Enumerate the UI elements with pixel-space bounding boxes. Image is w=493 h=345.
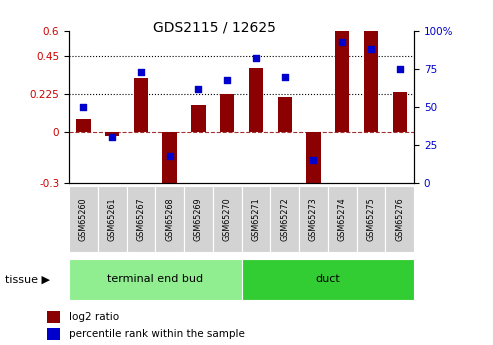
Text: GSM65273: GSM65273	[309, 197, 318, 241]
Bar	[213, 186, 242, 252]
Bar	[270, 186, 299, 252]
Bar	[386, 186, 414, 252]
Bar	[220, 94, 234, 132]
Text: GSM65274: GSM65274	[338, 197, 347, 241]
Point	[137, 69, 145, 75]
Bar	[105, 132, 119, 136]
Bar	[392, 92, 407, 132]
Bar	[163, 132, 177, 196]
Point	[281, 74, 288, 79]
Bar	[328, 186, 356, 252]
Bar	[299, 186, 328, 252]
Text: GSM65272: GSM65272	[280, 197, 289, 241]
Text: GSM65267: GSM65267	[137, 197, 145, 241]
Bar	[47, 310, 60, 323]
Text: log2 ratio: log2 ratio	[69, 312, 119, 322]
Text: terminal end bud: terminal end bud	[107, 275, 203, 284]
Text: GSM65269: GSM65269	[194, 197, 203, 241]
Bar	[191, 105, 206, 132]
Text: GSM65271: GSM65271	[251, 197, 260, 241]
Text: GDS2115 / 12625: GDS2115 / 12625	[152, 21, 276, 35]
Text: GSM65270: GSM65270	[223, 197, 232, 241]
Text: GSM65261: GSM65261	[107, 197, 117, 241]
Point	[166, 153, 174, 158]
Point	[396, 66, 404, 72]
Bar	[356, 186, 386, 252]
Text: GSM65260: GSM65260	[79, 197, 88, 241]
Bar	[155, 186, 184, 252]
Bar	[242, 186, 270, 252]
Text: GSM65268: GSM65268	[165, 197, 174, 241]
Point	[338, 39, 346, 45]
Point	[79, 104, 87, 110]
Bar	[134, 78, 148, 132]
Bar	[98, 186, 127, 252]
Bar	[278, 97, 292, 132]
Bar	[184, 186, 213, 252]
Bar	[69, 186, 98, 252]
Text: tissue ▶: tissue ▶	[5, 275, 50, 284]
Bar	[69, 259, 242, 300]
Text: duct: duct	[316, 275, 340, 284]
Bar	[127, 186, 155, 252]
Point	[310, 157, 317, 163]
Bar	[306, 132, 320, 205]
Bar	[335, 31, 350, 132]
Bar	[249, 68, 263, 132]
Bar	[242, 259, 414, 300]
Text: percentile rank within the sample: percentile rank within the sample	[69, 329, 245, 339]
Text: GSM65275: GSM65275	[366, 197, 376, 241]
Point	[367, 47, 375, 52]
Bar	[364, 31, 378, 132]
Point	[108, 135, 116, 140]
Point	[252, 56, 260, 61]
Point	[223, 77, 231, 82]
Text: GSM65276: GSM65276	[395, 197, 404, 241]
Point	[194, 86, 203, 91]
Bar	[47, 328, 60, 340]
Bar	[76, 119, 91, 132]
